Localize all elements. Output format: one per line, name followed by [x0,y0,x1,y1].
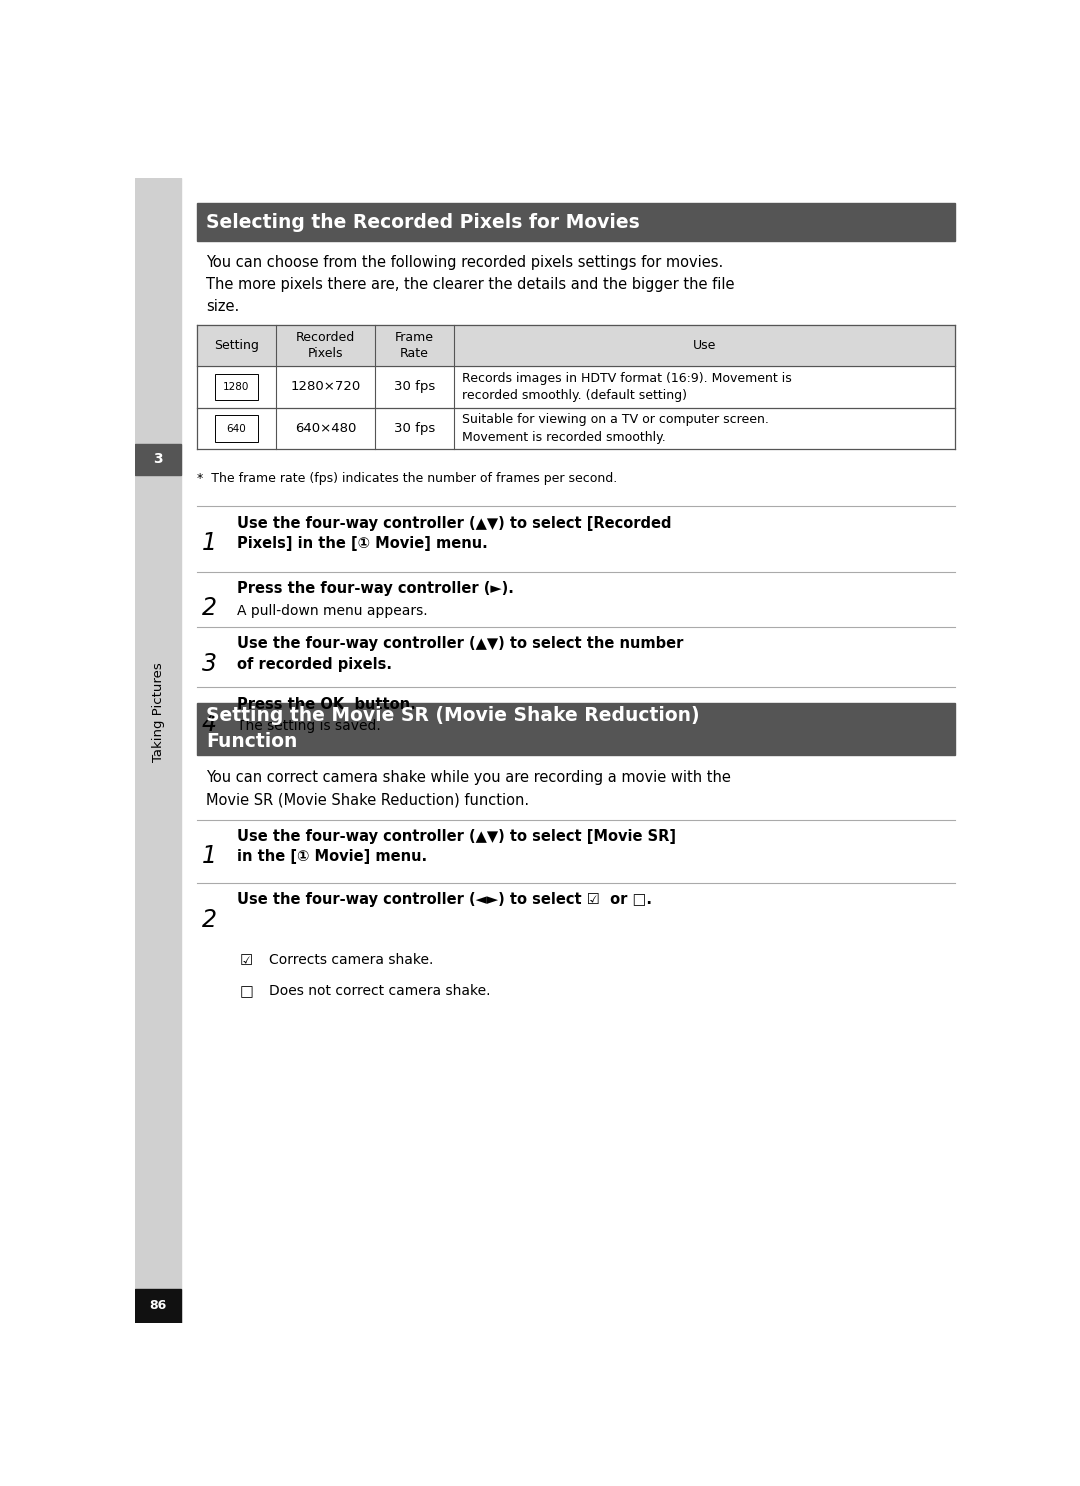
Text: The setting is saved.: The setting is saved. [237,719,380,733]
Text: 30 fps: 30 fps [394,380,435,394]
Text: Suitable for viewing on a TV or computer screen.
Movement is recorded smoothly.: Suitable for viewing on a TV or computer… [462,413,769,444]
Text: Frame
Rate: Frame Rate [395,331,434,360]
Text: 4: 4 [202,712,217,736]
Text: Use the four-way controller (▲▼) to select [Movie SR]
in the [① Movie] menu.: Use the four-way controller (▲▼) to sele… [237,829,676,865]
Text: 86: 86 [149,1299,166,1312]
Bar [135,444,181,474]
Text: 30 fps: 30 fps [394,422,435,435]
Text: ☑: ☑ [240,953,253,967]
Text: Use the four-way controller (▲▼) to select the number
of recorded pixels.: Use the four-way controller (▲▼) to sele… [237,636,684,672]
Text: 2: 2 [202,596,217,621]
Text: Corrects camera shake.: Corrects camera shake. [269,953,434,967]
Text: Recorded
Pixels: Recorded Pixels [296,331,355,360]
Text: Selecting the Recorded Pixels for Movies: Selecting the Recorded Pixels for Movies [206,212,639,232]
Text: Use: Use [693,339,716,352]
Text: Use the four-way controller (▲▼) to select [Recorded
Pixels] in the [① Movie] me: Use the four-way controller (▲▼) to sele… [237,516,672,551]
Text: Records images in HDTV format (16:9). Movement is
recorded smoothly. (default se: Records images in HDTV format (16:9). Mo… [462,372,792,403]
Text: 1280×720: 1280×720 [291,380,361,394]
Text: 640×480: 640×480 [295,422,356,435]
Text: Setting the Movie SR (Movie Shake Reduction)
Function: Setting the Movie SR (Movie Shake Reduct… [206,706,700,752]
Text: 3: 3 [153,452,163,467]
Bar [197,204,955,241]
Bar [197,407,955,449]
Bar [197,324,955,366]
Text: You can choose from the following recorded pixels settings for movies.
The more : You can choose from the following record… [206,256,734,314]
Bar [215,374,258,400]
Bar [197,366,955,407]
Text: 640: 640 [227,424,246,434]
Text: You can correct camera shake while you are recording a movie with the
Movie SR (: You can correct camera shake while you a… [206,770,731,807]
Text: 3: 3 [202,652,217,676]
Text: □: □ [240,984,254,999]
Bar [135,178,181,1323]
Text: *  The frame rate (fps) indicates the number of frames per second.: * The frame rate (fps) indicates the num… [197,473,617,486]
Text: 2: 2 [202,908,217,932]
Text: A pull-down menu appears.: A pull-down menu appears. [237,603,428,618]
Text: Use the four-way controller (◄►) to select ☑  or □.: Use the four-way controller (◄►) to sele… [237,892,652,906]
Text: Does not correct camera shake.: Does not correct camera shake. [269,984,491,997]
Text: Setting: Setting [214,339,259,352]
Bar [135,1288,181,1323]
Text: Taking Pictures: Taking Pictures [151,663,164,762]
Bar [197,703,955,755]
Text: 1280: 1280 [224,382,249,392]
Text: 1: 1 [202,844,217,868]
Text: Press the four-way controller (►).: Press the four-way controller (►). [237,581,514,596]
Text: Press the OK  button.: Press the OK button. [237,697,416,712]
Bar [215,416,258,441]
Text: 1: 1 [202,531,217,554]
